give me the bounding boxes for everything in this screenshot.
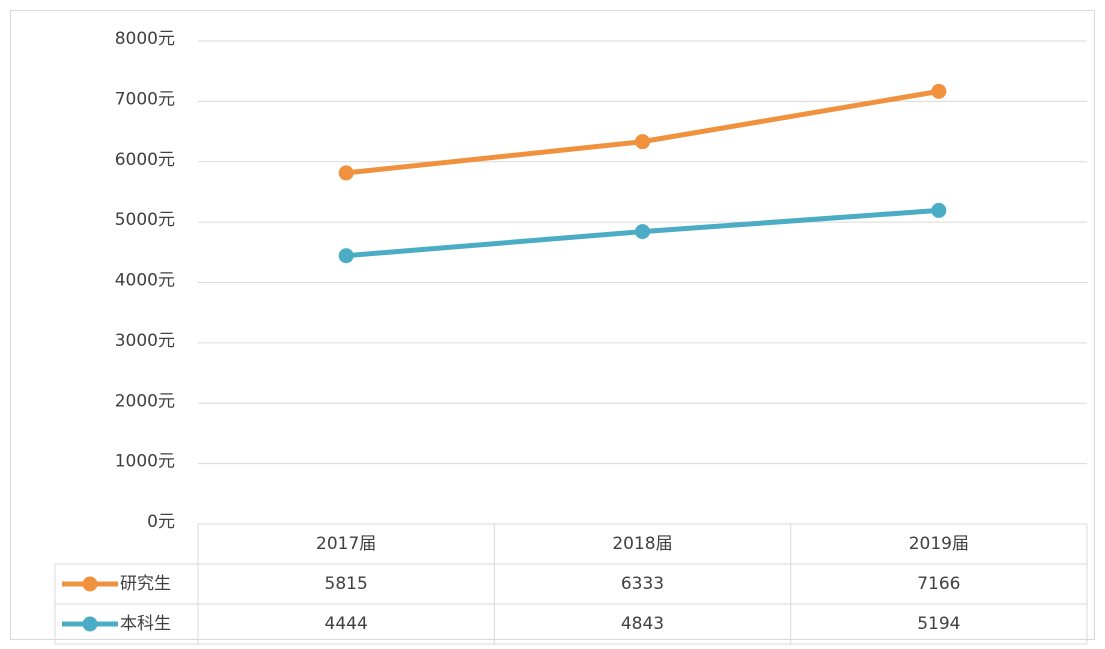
y-tick-label: 8000元 — [115, 29, 175, 49]
legend-label: 本科生 — [120, 614, 171, 634]
y-tick-label: 3000元 — [115, 331, 175, 351]
x-tick-label: 2019届 — [909, 534, 969, 554]
data-point — [338, 248, 354, 264]
table-value: 6333 — [621, 574, 664, 594]
data-point — [931, 202, 947, 218]
data-point — [338, 165, 354, 181]
data-point — [635, 224, 650, 240]
y-tick-label: 4000元 — [115, 271, 175, 291]
table-value: 7166 — [917, 574, 960, 594]
y-tick-label: 1000元 — [115, 452, 175, 472]
data-point — [931, 83, 947, 99]
data-point — [635, 134, 650, 150]
x-tick-label: 2018届 — [612, 534, 672, 554]
legend-marker — [82, 576, 98, 592]
y-tick-label: 7000元 — [115, 89, 175, 109]
x-tick-label: 2017届 — [316, 534, 376, 554]
table-value: 4444 — [325, 614, 368, 634]
y-tick-label: 6000元 — [115, 150, 175, 170]
legend-label: 研究生 — [120, 574, 171, 594]
table-value: 5815 — [325, 574, 368, 594]
y-tick-label: 2000元 — [115, 391, 175, 411]
table-value: 5194 — [917, 614, 960, 634]
y-tick-label: 0元 — [147, 512, 175, 532]
y-tick-label: 5000元 — [115, 210, 175, 230]
table-value: 4843 — [621, 614, 664, 634]
chart-border — [10, 10, 1095, 640]
legend-marker — [82, 616, 98, 632]
